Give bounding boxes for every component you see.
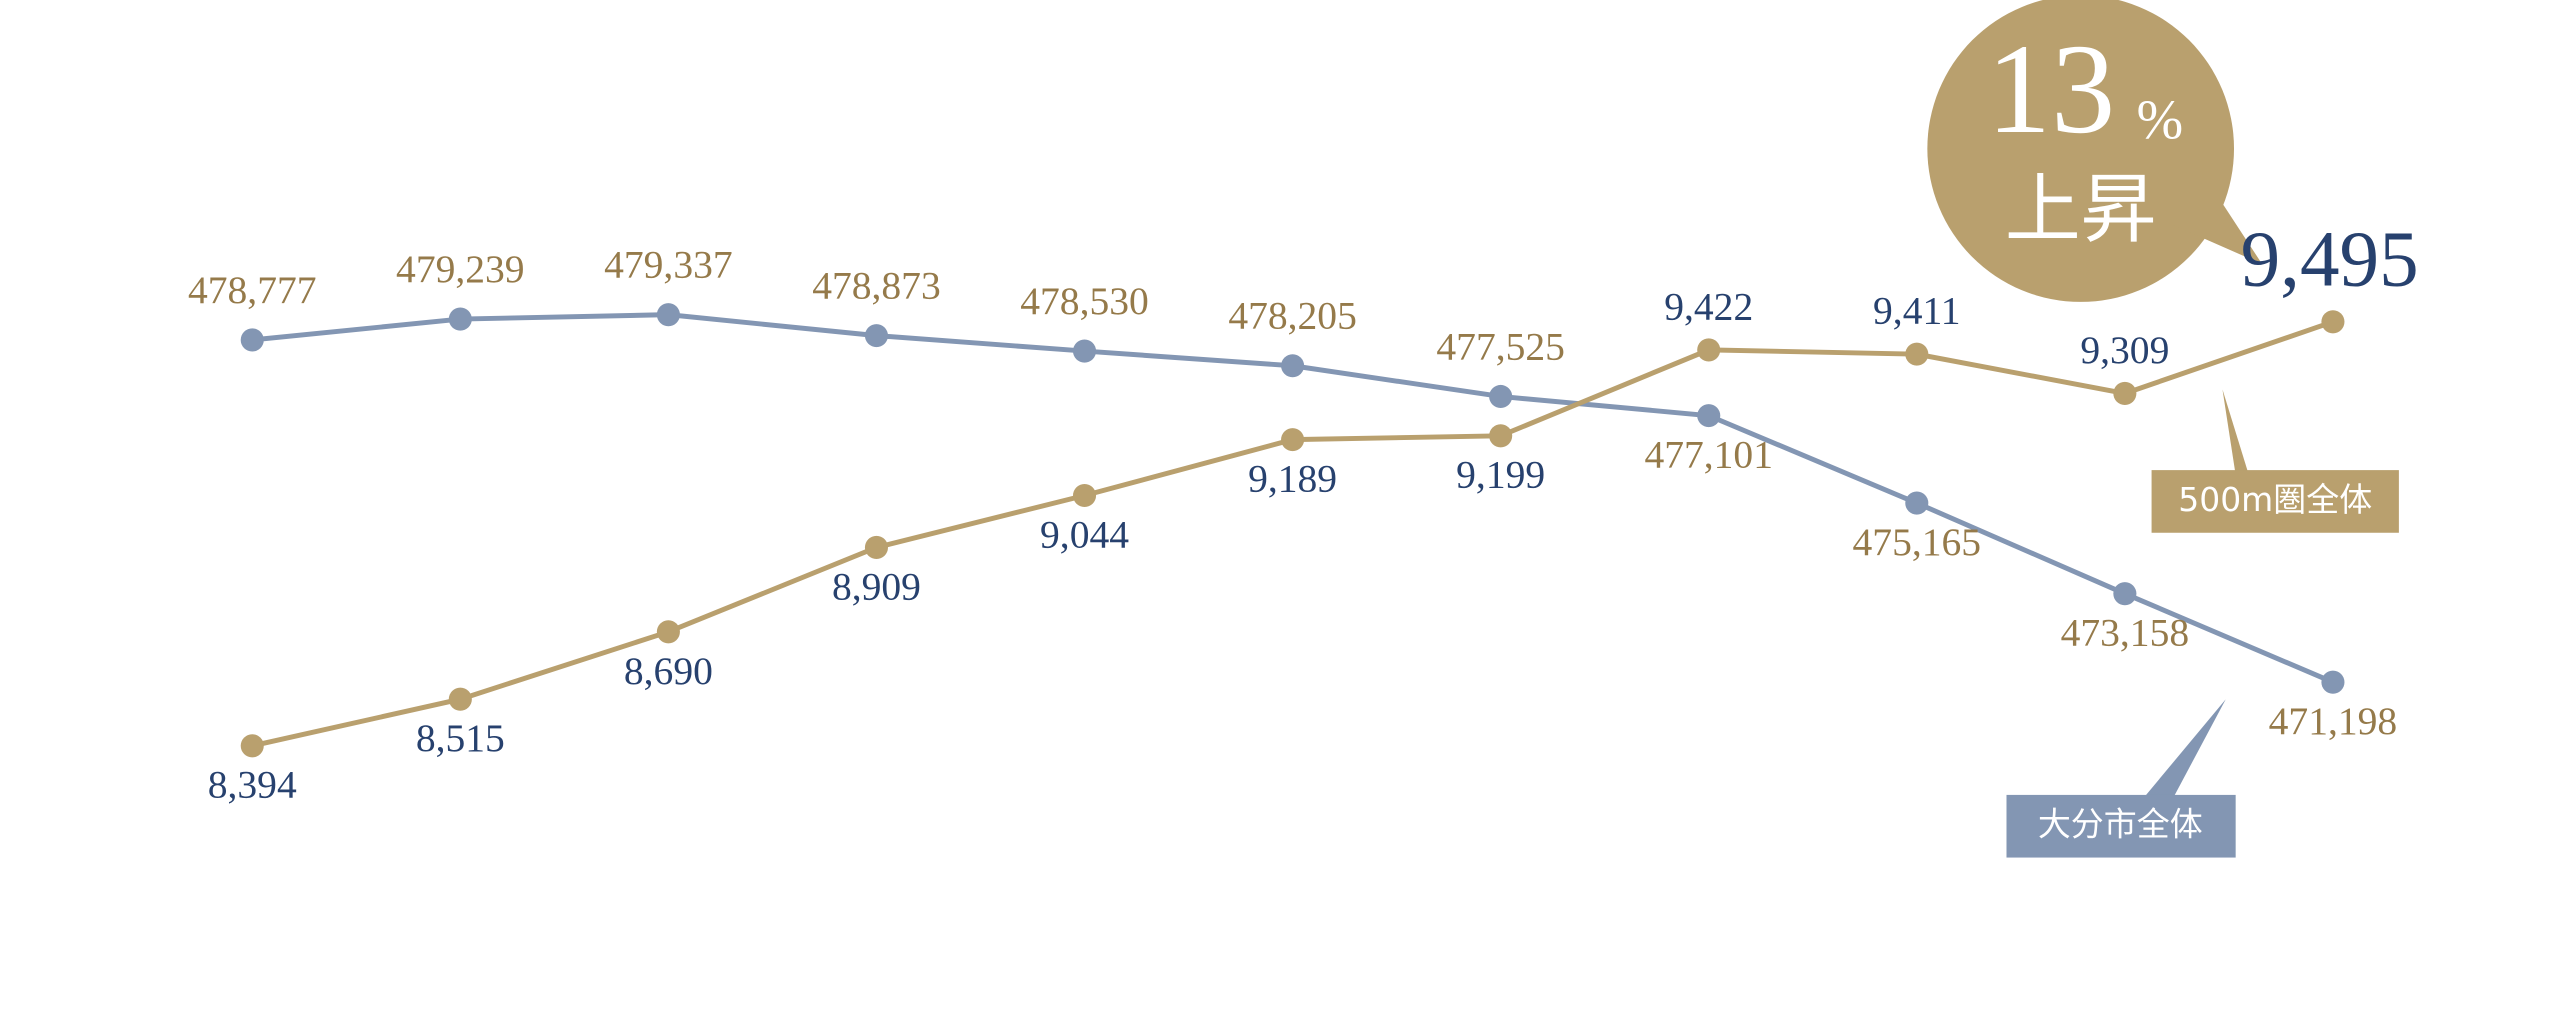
value-label: 9,189 <box>1248 457 1337 501</box>
data-point <box>656 620 680 644</box>
value-label: 9,495 <box>2241 216 2419 304</box>
data-point <box>240 734 264 758</box>
value-label: 8,909 <box>832 564 921 608</box>
legend-pointer <box>2222 389 2249 476</box>
data-point <box>1697 404 1721 428</box>
value-label: 478,530 <box>1020 279 1149 323</box>
value-label: 9,411 <box>1873 289 1961 333</box>
value-label: 478,205 <box>1228 294 1357 338</box>
bubble-circle <box>1927 0 2234 302</box>
data-point <box>2113 582 2137 606</box>
data-point <box>1072 483 1097 508</box>
value-label: 8,394 <box>208 763 297 807</box>
data-point <box>1905 491 1929 515</box>
data-point <box>448 307 472 331</box>
value-label: 477,101 <box>1644 433 1773 477</box>
data-point <box>1072 339 1097 363</box>
annotation-value: 13 <box>1987 17 2116 160</box>
bubble-tail <box>2168 178 2263 265</box>
data-point <box>448 687 472 711</box>
value-label: 478,777 <box>188 268 317 312</box>
data-point <box>864 535 888 560</box>
data-point <box>1489 424 1513 448</box>
data-point <box>2321 310 2345 334</box>
value-label: 8,515 <box>416 716 505 760</box>
bubble: 13 % 上昇 <box>1927 0 2263 302</box>
data-point <box>1905 342 1929 366</box>
value-label: 477,525 <box>1436 324 1565 368</box>
value-label: 9,199 <box>1456 453 1545 497</box>
data-point <box>2321 670 2345 694</box>
value-label: 479,337 <box>604 243 733 287</box>
data-point <box>656 303 680 327</box>
value-label: 471,198 <box>2269 699 2398 743</box>
data-point <box>1489 384 1513 409</box>
data-point <box>2113 381 2137 405</box>
series-line <box>251 319 2334 749</box>
data-point <box>1281 428 1305 452</box>
value-label: 8,690 <box>624 649 713 693</box>
legend-box <box>2151 470 2399 533</box>
annotation-text: 上昇 <box>2005 166 2157 254</box>
value-label: 478,873 <box>812 264 941 308</box>
legend-box <box>2006 794 2236 858</box>
annotation-unit: % <box>2136 89 2183 151</box>
value-label: 479,239 <box>396 247 525 291</box>
value-label: 9,309 <box>2080 328 2169 372</box>
value-label: 9,422 <box>1664 284 1753 328</box>
data-point <box>1281 354 1305 378</box>
value-label: 473,158 <box>2061 611 2190 655</box>
data-point <box>240 328 264 352</box>
legend-label: 500m圏全体 <box>2178 480 2372 519</box>
legend-label: 大分市全体 <box>2038 805 2203 844</box>
data-point <box>1697 338 1721 362</box>
legend: 500m圏全体 大分市全体 <box>2006 389 2399 858</box>
legend-pointer <box>2143 699 2226 799</box>
data-point <box>864 324 888 348</box>
value-label: 475,165 <box>1853 520 1982 564</box>
value-label: 9,044 <box>1040 512 1129 556</box>
